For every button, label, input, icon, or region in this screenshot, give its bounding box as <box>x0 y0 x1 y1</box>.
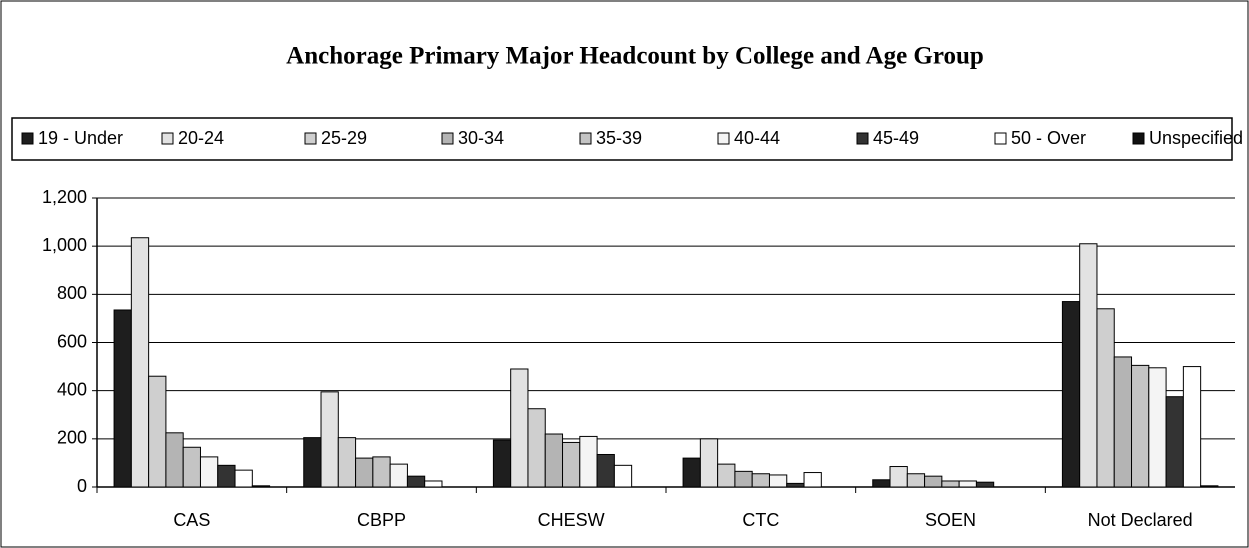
legend-swatch <box>856 132 869 145</box>
bar <box>734 470 753 488</box>
legend-swatch <box>21 132 34 145</box>
bar <box>1113 356 1133 488</box>
bar <box>613 464 633 488</box>
legend-swatch <box>579 132 592 145</box>
bar <box>768 474 788 488</box>
bar <box>1079 243 1098 488</box>
legend-label: 25-29 <box>321 128 367 148</box>
y-tick-label: 400 <box>57 379 87 399</box>
bar <box>406 475 426 488</box>
bar <box>372 456 391 488</box>
bar <box>1096 308 1115 488</box>
bar <box>544 433 564 488</box>
bar <box>424 480 443 488</box>
chart-title: Anchorage Primary Major Headcount by Col… <box>286 43 984 70</box>
bar <box>1061 301 1081 488</box>
x-tick-label: CTC <box>742 510 779 530</box>
bar <box>1148 367 1167 488</box>
y-tick-label: 600 <box>57 331 87 351</box>
legend-swatch <box>304 132 317 145</box>
bar <box>889 466 908 488</box>
bar <box>682 457 701 488</box>
legend-label: Unspecified <box>1149 128 1243 148</box>
bar <box>596 453 615 488</box>
bar <box>906 473 926 488</box>
y-tick-label: 0 <box>77 476 87 496</box>
legend-label: 19 - Under <box>38 128 123 148</box>
bar <box>803 472 822 488</box>
x-tick-label: SOEN <box>925 510 976 530</box>
legend-label: 30-34 <box>458 128 504 148</box>
bar <box>579 435 598 488</box>
bar <box>217 464 236 488</box>
bar <box>699 438 719 488</box>
bar <box>165 432 184 488</box>
bar <box>199 456 219 488</box>
legend-label: 35-39 <box>596 128 642 148</box>
legend-label: 45-49 <box>873 128 919 148</box>
bar <box>958 480 977 488</box>
bar <box>717 463 736 488</box>
x-tick-label: CBPP <box>357 510 406 530</box>
legend-label: 40-44 <box>734 128 780 148</box>
bar <box>251 485 271 488</box>
bar <box>562 441 581 488</box>
bar <box>872 479 891 488</box>
x-tick-label: Not Declared <box>1088 510 1193 530</box>
bar <box>975 481 995 488</box>
bar <box>941 480 960 488</box>
legend-label: 50 - Over <box>1011 128 1086 148</box>
legend-swatch <box>441 132 454 145</box>
bar <box>751 473 770 488</box>
bar <box>527 408 546 488</box>
bar <box>492 439 512 488</box>
bar <box>355 457 374 488</box>
bar <box>320 391 339 488</box>
x-tick-label: CHESW <box>538 510 605 530</box>
y-tick-label: 1,200 <box>42 187 87 207</box>
bar <box>130 237 150 488</box>
bar <box>303 437 322 488</box>
legend-swatch <box>161 132 174 145</box>
legend-swatch <box>717 132 730 145</box>
bar <box>1182 366 1202 488</box>
legend-swatch <box>1132 132 1145 145</box>
bar <box>1200 485 1219 488</box>
bar <box>113 309 132 488</box>
legend-swatch <box>994 132 1007 145</box>
bar <box>234 469 253 488</box>
bar <box>182 446 201 488</box>
bar <box>148 375 167 488</box>
legend-box <box>11 117 1233 161</box>
bar <box>1165 396 1184 488</box>
bar <box>786 482 805 488</box>
x-tick-label: CAS <box>173 510 210 530</box>
y-tick-label: 200 <box>57 428 87 448</box>
legend-label: 20-24 <box>178 128 224 148</box>
y-tick-label: 800 <box>57 283 87 303</box>
y-tick-label: 1,000 <box>42 235 87 255</box>
bar <box>510 368 529 488</box>
bar <box>389 463 408 488</box>
bar <box>337 437 357 488</box>
bar <box>924 475 943 488</box>
bar <box>1131 364 1150 488</box>
